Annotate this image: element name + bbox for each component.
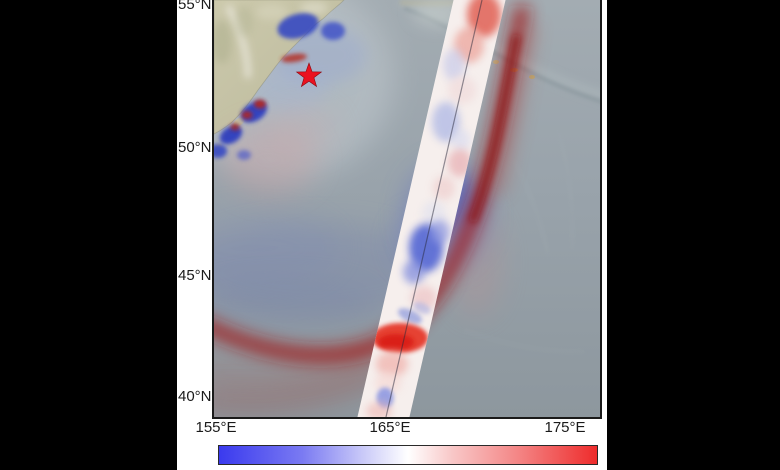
track-nadir-line xyxy=(385,0,483,417)
map-graphic xyxy=(214,0,600,417)
lon-tick-155e: 155°E xyxy=(195,419,237,436)
letterbox-right xyxy=(607,0,780,470)
epicenter-star-icon xyxy=(295,62,323,88)
coastal-wave-patches xyxy=(214,13,345,196)
lat-tick-40n: 40°N xyxy=(178,388,212,405)
lat-tick-55n: 55°N xyxy=(178,0,212,13)
colorbar xyxy=(218,445,598,465)
letterbox-left xyxy=(0,0,177,470)
land-layer xyxy=(214,0,345,151)
map-panel xyxy=(212,0,602,419)
lon-tick-165e: 165°E xyxy=(369,419,411,436)
map-figure: 55°N 50°N 45°N 40°N xyxy=(177,0,607,470)
lat-tick-45n: 45°N xyxy=(178,267,212,284)
lat-tick-50n: 50°N xyxy=(178,139,212,156)
lon-tick-175e: 175°E xyxy=(544,419,586,436)
